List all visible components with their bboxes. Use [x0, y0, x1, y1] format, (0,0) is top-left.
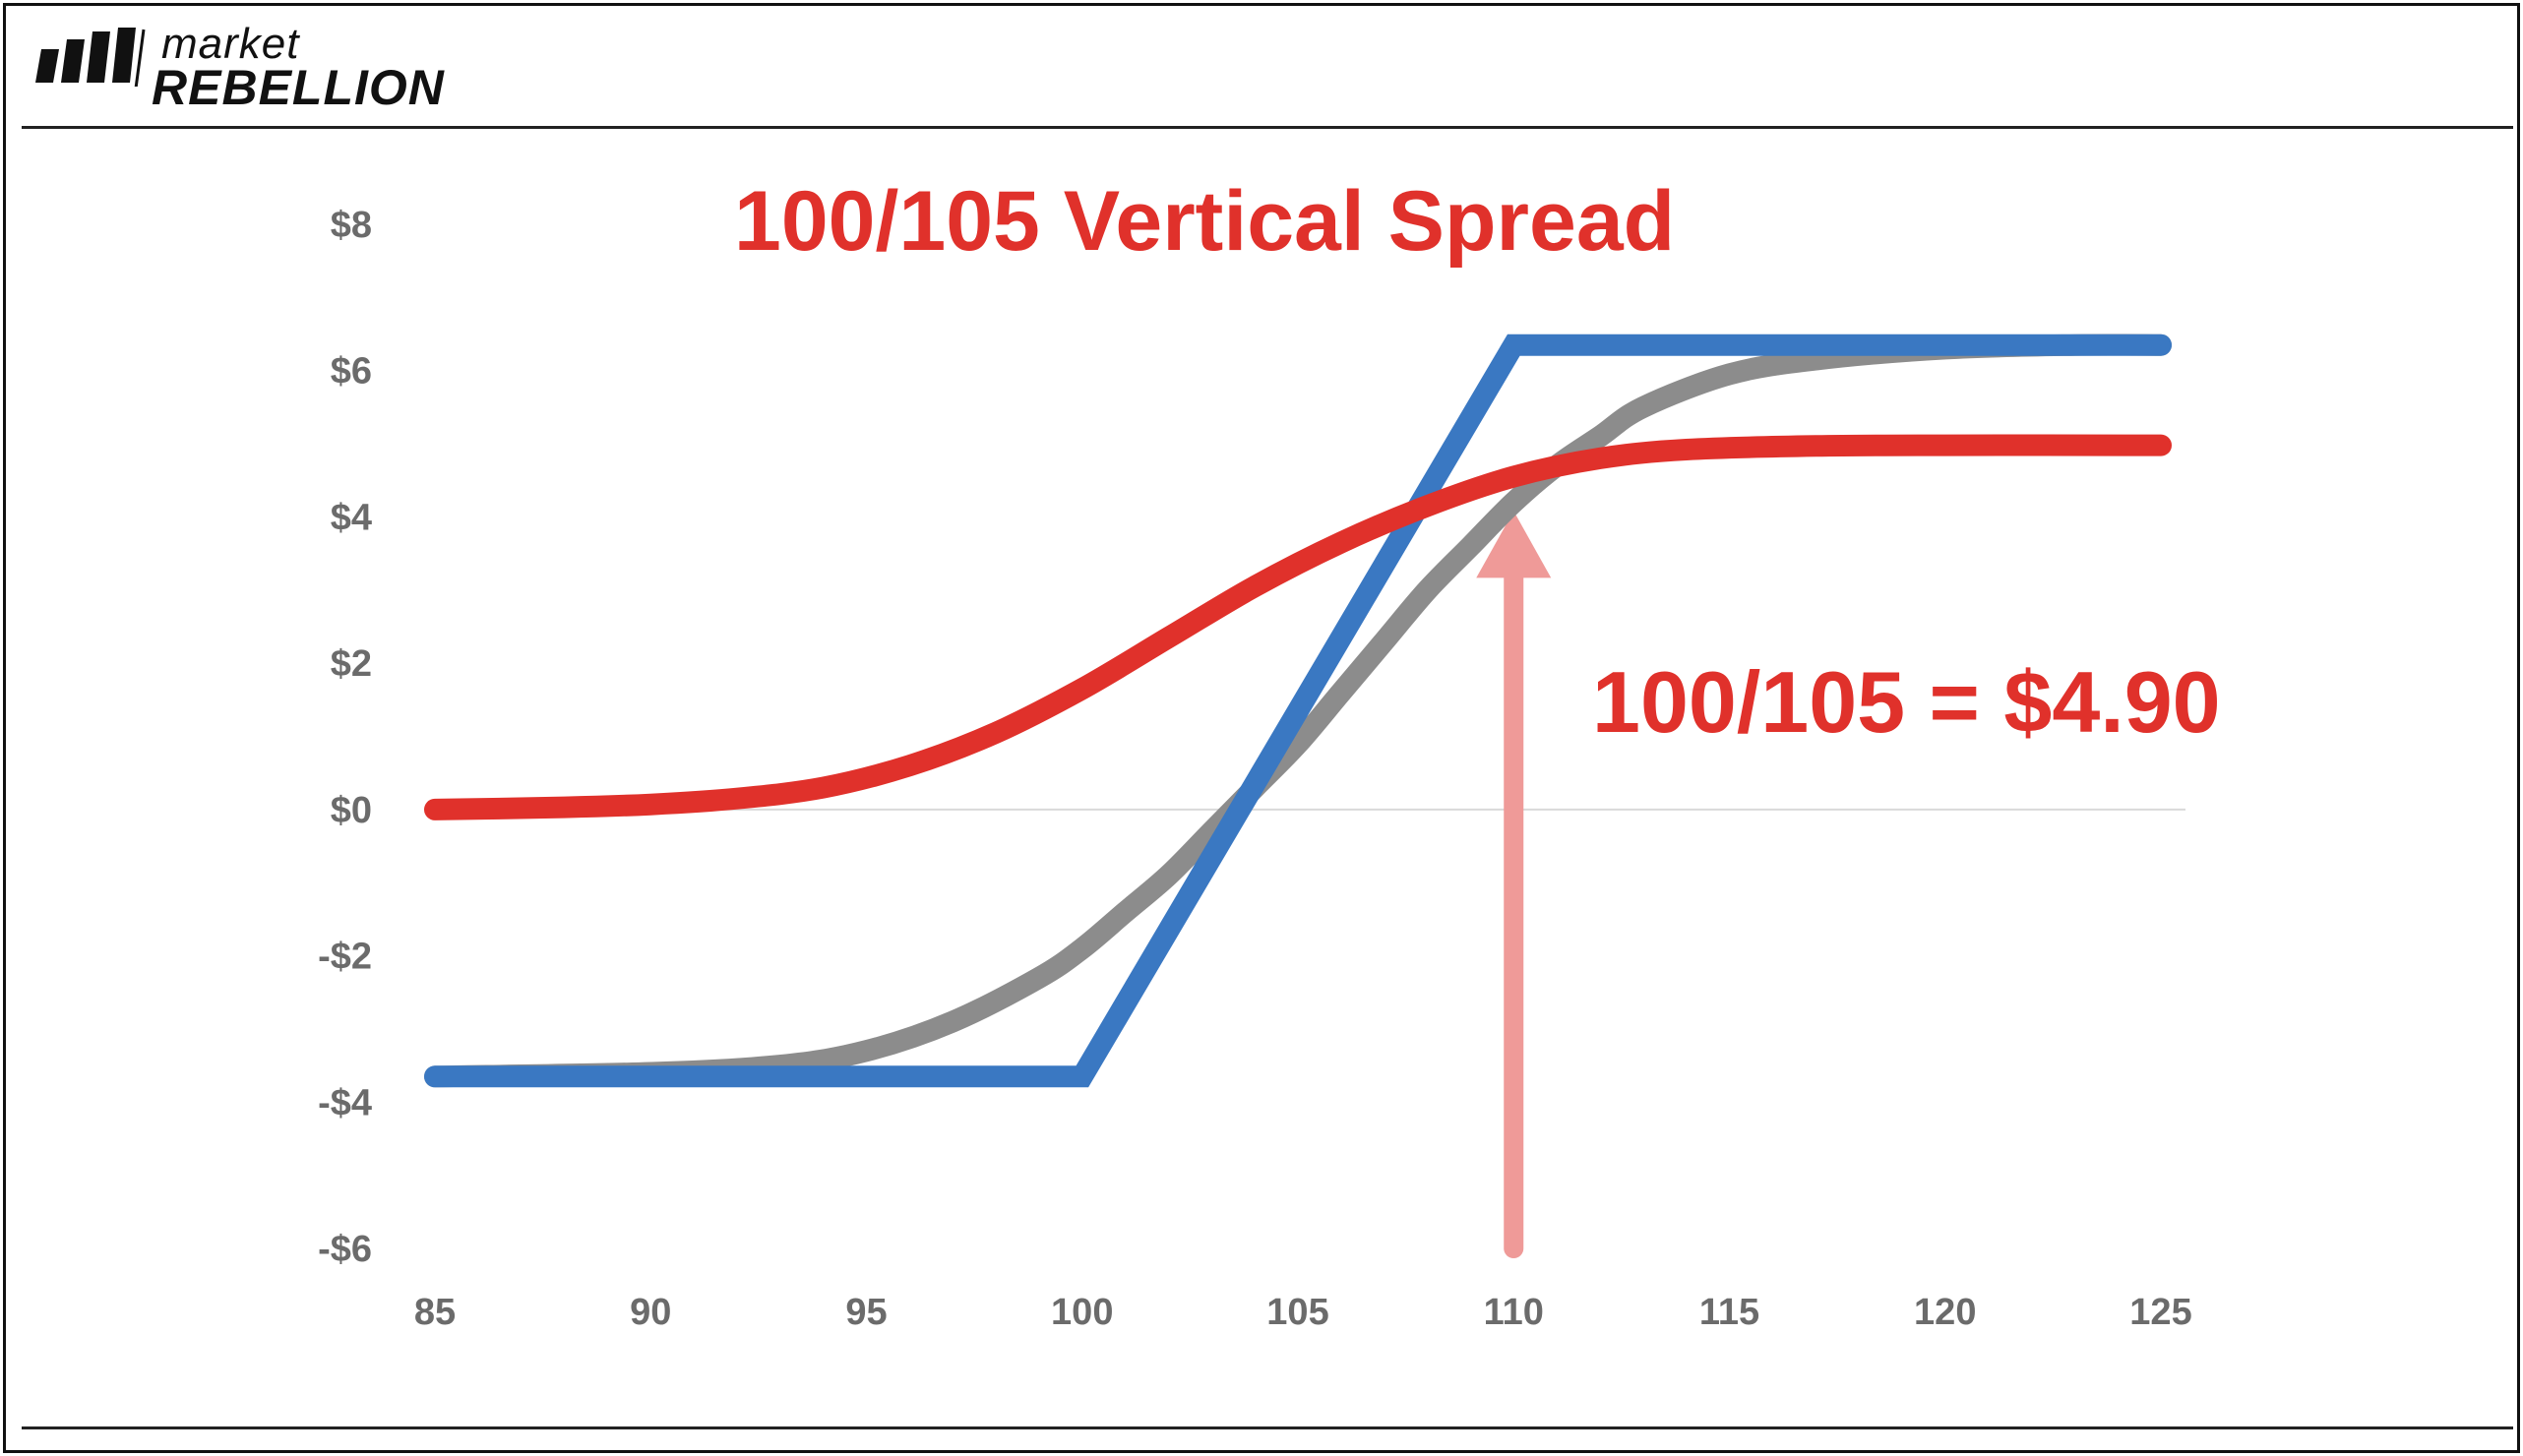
- footer-divider: [22, 1426, 2513, 1429]
- x-tick-label: 125: [2129, 1292, 2191, 1333]
- payoff-chart: $8 $6 $4 $2 $0 -$2 -$4 -$6 85 90 95 100 105 110 115 12…: [318, 174, 2221, 1333]
- y-tick-label: $8: [331, 205, 372, 246]
- brand-line1: market: [161, 20, 300, 68]
- series-lines: [424, 334, 2172, 1088]
- brand-line2: REBELLION: [152, 60, 445, 115]
- y-tick-label: $6: [331, 351, 372, 393]
- x-tick-label: 110: [1484, 1292, 1544, 1333]
- slide-frame: market REBELLION $8 $6 $4 $2 $0 -$2 -$4 -$6 85 9…: [3, 3, 2520, 1453]
- annotation-arrow: [1476, 511, 1552, 1258]
- x-tick-label: 105: [1266, 1292, 1328, 1333]
- brand-logo: market REBELLION: [33, 20, 466, 118]
- y-tick-label: -$2: [318, 937, 372, 978]
- series-gray-line: [424, 334, 2172, 1088]
- header-divider: [22, 126, 2513, 129]
- x-tick-label: 95: [845, 1292, 887, 1333]
- x-tick-label: 85: [414, 1292, 456, 1333]
- y-tick-label: -$4: [318, 1082, 372, 1123]
- x-tick-label: 90: [630, 1292, 671, 1333]
- x-tick-label: 120: [1914, 1292, 1976, 1333]
- x-tick-label: 100: [1051, 1292, 1113, 1333]
- annotation-arrow-head: [1476, 511, 1552, 578]
- annotation-label: 100/105 = $4.90: [1592, 653, 2221, 751]
- chart-title: 100/105 Vertical Spread: [734, 174, 1675, 269]
- series-red-line: [424, 434, 2172, 820]
- x-axis: 85 90 95 100 105 110 115 120 125: [414, 1292, 2192, 1333]
- y-tick-label: $4: [331, 497, 372, 538]
- series-blue-line: [424, 334, 2172, 1088]
- x-tick-label: 115: [1699, 1292, 1759, 1333]
- brand-mark-icon: [35, 28, 146, 87]
- y-tick-label: $2: [331, 643, 372, 685]
- y-tick-label: $0: [331, 790, 372, 831]
- y-axis: $8 $6 $4 $2 $0 -$2 -$4 -$6: [318, 205, 372, 1270]
- y-tick-label: -$6: [318, 1229, 372, 1270]
